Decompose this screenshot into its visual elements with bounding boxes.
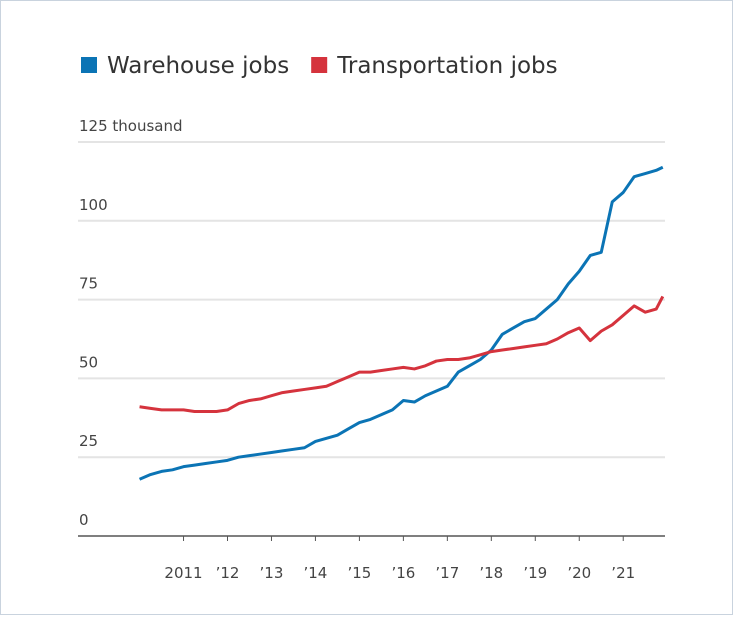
y-tick-label: 0 xyxy=(79,511,89,529)
legend-swatch xyxy=(81,57,97,73)
y-tick-label: 50 xyxy=(79,353,98,371)
x-tick-label: ’16 xyxy=(391,564,415,582)
y-tick-label: 125 thousand xyxy=(79,117,183,135)
line-series xyxy=(139,295,665,413)
x-tick-label: ’13 xyxy=(260,564,284,582)
y-tick-label: 25 xyxy=(79,432,98,450)
line-series xyxy=(138,165,664,481)
x-tick-label: ’15 xyxy=(347,564,371,582)
x-tick-label: ’19 xyxy=(523,564,547,582)
x-tick-label: ’12 xyxy=(216,564,240,582)
y-tick-label: 75 xyxy=(79,275,98,293)
x-tick-label: ’20 xyxy=(567,564,591,582)
legend-swatch xyxy=(311,57,328,73)
x-tick-label: 2011 xyxy=(164,564,202,582)
y-tick-label: 100 xyxy=(79,196,108,214)
legend-label: Transportation jobs xyxy=(336,53,557,79)
x-tick-label: ’18 xyxy=(479,564,503,582)
x-tick-label: ’14 xyxy=(304,564,328,582)
legend-label: Warehouse jobs xyxy=(107,53,289,79)
x-tick-label: ’17 xyxy=(435,564,459,582)
x-tick-label: ’21 xyxy=(611,564,635,582)
